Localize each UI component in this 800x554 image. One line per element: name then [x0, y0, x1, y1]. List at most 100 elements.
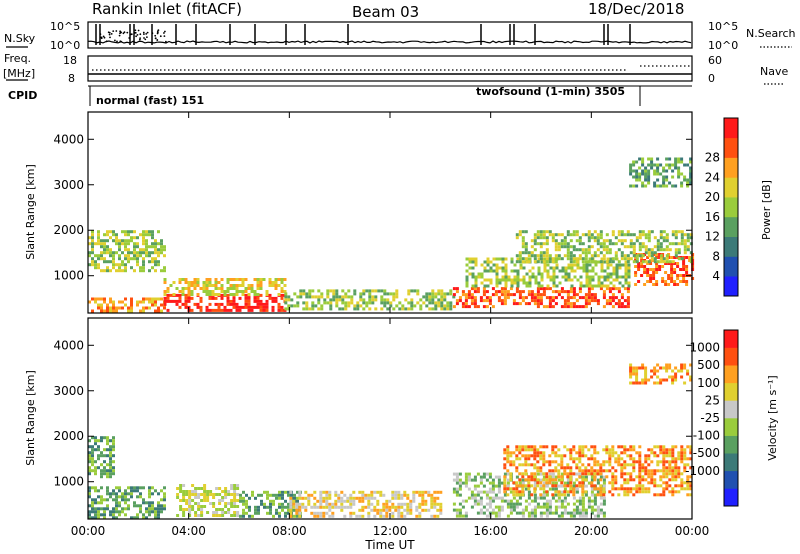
power-echo-cell	[473, 299, 477, 303]
power-echo-cell	[557, 290, 561, 294]
power-echo-cell	[449, 292, 453, 296]
power-echo-cell	[326, 292, 330, 296]
power-echo-cell	[419, 298, 423, 302]
velocity-echo-cell	[349, 496, 353, 500]
velocity-echo-cell	[545, 475, 549, 479]
power-echo-cell	[673, 256, 677, 259]
power-echo-cell	[680, 239, 684, 243]
velocity-echo-cell	[581, 469, 585, 473]
velocity-echo-cell	[575, 457, 579, 461]
velocity-echo-cell	[88, 510, 91, 514]
velocity-echo-cell	[337, 505, 341, 509]
power-echo-cell	[605, 302, 609, 306]
velocity-echo-cell	[596, 478, 600, 482]
velocity-echo-cell	[272, 502, 275, 506]
power-echo-cell	[627, 266, 631, 270]
velocity-echo-cell	[157, 492, 160, 496]
power-echo-cell	[573, 263, 577, 267]
power-echo-cell	[597, 275, 601, 279]
power-echo-cell	[506, 293, 510, 297]
velocity-echo-cell	[206, 511, 210, 514]
power-echo-cell	[515, 302, 519, 306]
power-echo-cell	[685, 256, 689, 259]
velocity-echo-cell	[581, 448, 585, 452]
velocity-echo-cell	[539, 514, 543, 518]
velocity-echo-cell	[560, 490, 564, 494]
power-echo-cell	[407, 289, 411, 293]
power-echo-cell	[305, 304, 309, 308]
power-echo-cell	[566, 254, 570, 258]
velocity-echo-cell	[109, 463, 112, 467]
power-echo-cell	[530, 239, 534, 243]
power-echo-cell	[115, 251, 118, 255]
power-echo-cell	[593, 239, 597, 243]
velocity-echo-cell	[581, 481, 585, 485]
velocity-echo-cell	[245, 505, 248, 509]
power-echo-cell	[602, 248, 606, 252]
power-echo-cell	[659, 233, 663, 237]
power-echo-cell	[160, 248, 163, 252]
velocity-echo-cell	[106, 507, 109, 511]
power-echo-cell	[106, 233, 109, 237]
power-echo-cell	[106, 303, 109, 307]
velocity-echo-cell	[479, 508, 483, 512]
velocity-echo-cell	[545, 508, 549, 512]
power-echo-cell	[500, 299, 504, 303]
power-echo-cell	[371, 295, 375, 299]
power-echo-cell	[659, 172, 663, 176]
nsky-dot	[130, 33, 133, 36]
velocity-echo-cell	[112, 507, 115, 511]
power-echo-cell	[320, 295, 324, 299]
velocity-echo-cell	[653, 472, 657, 476]
power-echo-cell	[590, 260, 594, 264]
velocity-echo-cell	[647, 378, 651, 382]
power-echo-cell	[256, 293, 260, 296]
power-echo-cell	[674, 184, 678, 188]
velocity-echo-cell	[680, 484, 684, 488]
power-echo-cell	[656, 163, 660, 167]
power-echo-cell	[596, 248, 600, 252]
power-echo-cell	[566, 299, 570, 303]
power-echo-cell	[533, 242, 537, 246]
velocity-echo-cell	[551, 460, 555, 464]
power-echo-cell	[142, 233, 145, 237]
power-echo-cell	[196, 278, 200, 281]
velocity-echo-cell	[188, 502, 192, 505]
power-echo-cell	[326, 295, 330, 299]
power-echo-cell	[483, 260, 487, 264]
velocity-echo-cell	[566, 511, 570, 515]
velocity-echo-cell	[515, 490, 519, 494]
power-echo-cell	[178, 293, 182, 297]
velocity-echo-cell	[467, 487, 471, 491]
power-echo-cell	[515, 287, 519, 291]
power-echo-cell	[668, 248, 672, 252]
power-echo-cell	[94, 254, 97, 258]
velocity-echo-cell	[596, 493, 600, 497]
power-echo-cell	[163, 306, 166, 310]
power-echo-cell	[626, 254, 630, 258]
velocity-echo-cell	[382, 502, 386, 506]
velocity-echo-cell	[100, 436, 103, 440]
power-echo-cell	[638, 236, 642, 240]
velocity-echo-cell	[91, 445, 94, 449]
velocity-echo-cell	[539, 511, 543, 515]
power-echo-cell	[184, 287, 188, 290]
power-echo-cell	[582, 263, 586, 267]
power-echo-cell	[587, 248, 591, 252]
power-echo-cell	[576, 266, 580, 270]
power-echo-cell	[208, 308, 212, 312]
velocity-echo-cell	[587, 496, 591, 500]
power-echo-cell	[667, 274, 671, 277]
velocity-echo-cell	[485, 493, 489, 497]
velocity-echo-cell	[482, 472, 486, 476]
velocity-echo-cell	[112, 460, 115, 464]
power-echo-cell	[296, 301, 300, 305]
velocity-echo-cell	[689, 363, 693, 367]
velocity-echo-cell	[665, 472, 669, 476]
velocity-ytick-label: 4000	[53, 338, 84, 352]
velocity-echo-cell	[644, 460, 648, 464]
power-echo-cell	[100, 242, 103, 246]
velocity-echo-cell	[485, 502, 489, 506]
velocity-echo-cell	[659, 366, 663, 370]
power-echo-cell	[220, 287, 224, 290]
